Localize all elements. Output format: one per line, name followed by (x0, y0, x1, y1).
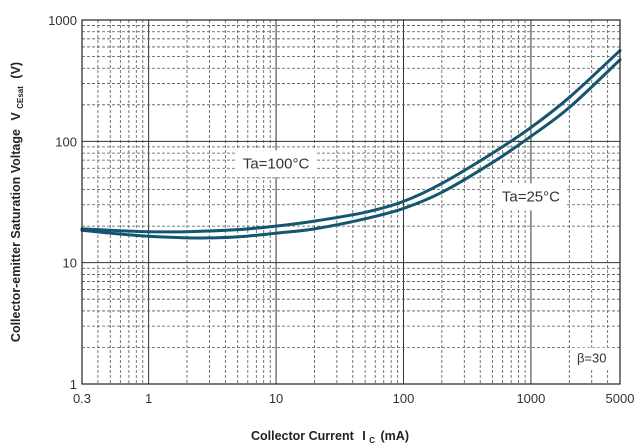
y-axis-label-subscript: CEsat (16, 86, 25, 109)
series-layer (80, 49, 622, 240)
annotation-2: β=30 (572, 347, 611, 369)
y-tick-label: 1 (70, 377, 77, 392)
x-tick-label: 100 (393, 391, 415, 406)
annotations-layer: Ta=100°C Ta=25°C β=30 (236, 150, 611, 369)
x-axis-label-unit: (mA) (381, 429, 409, 443)
x-axis-label: Collector Current I C (mA) (251, 429, 409, 446)
y-axis-label: Collector-emitter Saturation Voltage V C… (9, 62, 26, 342)
y-tick-label: 100 (55, 134, 77, 149)
y-axis-label-symbol: V (9, 112, 23, 121)
series-line-ta-100c (80, 49, 622, 234)
x-axis-label-text: Collector Current (251, 429, 355, 443)
y-axis-label-text: Collector-emitter Saturation Voltage (9, 129, 23, 342)
y-tick-label: 1000 (48, 13, 77, 28)
x-tick-label: 1 (145, 391, 152, 406)
annotation-label: Ta=100°C (243, 155, 310, 172)
x-tick-label: 5000 (606, 391, 635, 406)
annotation-0: Ta=100°C (236, 150, 316, 178)
plot-frame (81, 19, 621, 385)
x-tick-label: 0.3 (73, 391, 91, 406)
annotation-background (572, 347, 611, 369)
x-tick-labels: 0.3 1 10 100 1000 5000 (73, 391, 635, 406)
series-line-ta-25c (80, 58, 622, 240)
annotation-label: β=30 (577, 351, 607, 366)
y-tick-label: 10 (63, 256, 77, 271)
annotation-background (236, 150, 316, 178)
x-axis-label-symbol: I (362, 429, 365, 443)
x-tick-label: 1000 (516, 391, 545, 406)
y-tick-labels: 1 10 100 1000 (48, 13, 77, 392)
x-tick-label: 10 (269, 391, 283, 406)
y-axis-label-unit: (V) (9, 62, 23, 79)
annotation-1: Ta=25°C (495, 183, 567, 211)
x-axis-label-subscript: C (369, 436, 375, 445)
annotation-background (495, 183, 567, 211)
annotation-label: Ta=25°C (502, 188, 560, 205)
